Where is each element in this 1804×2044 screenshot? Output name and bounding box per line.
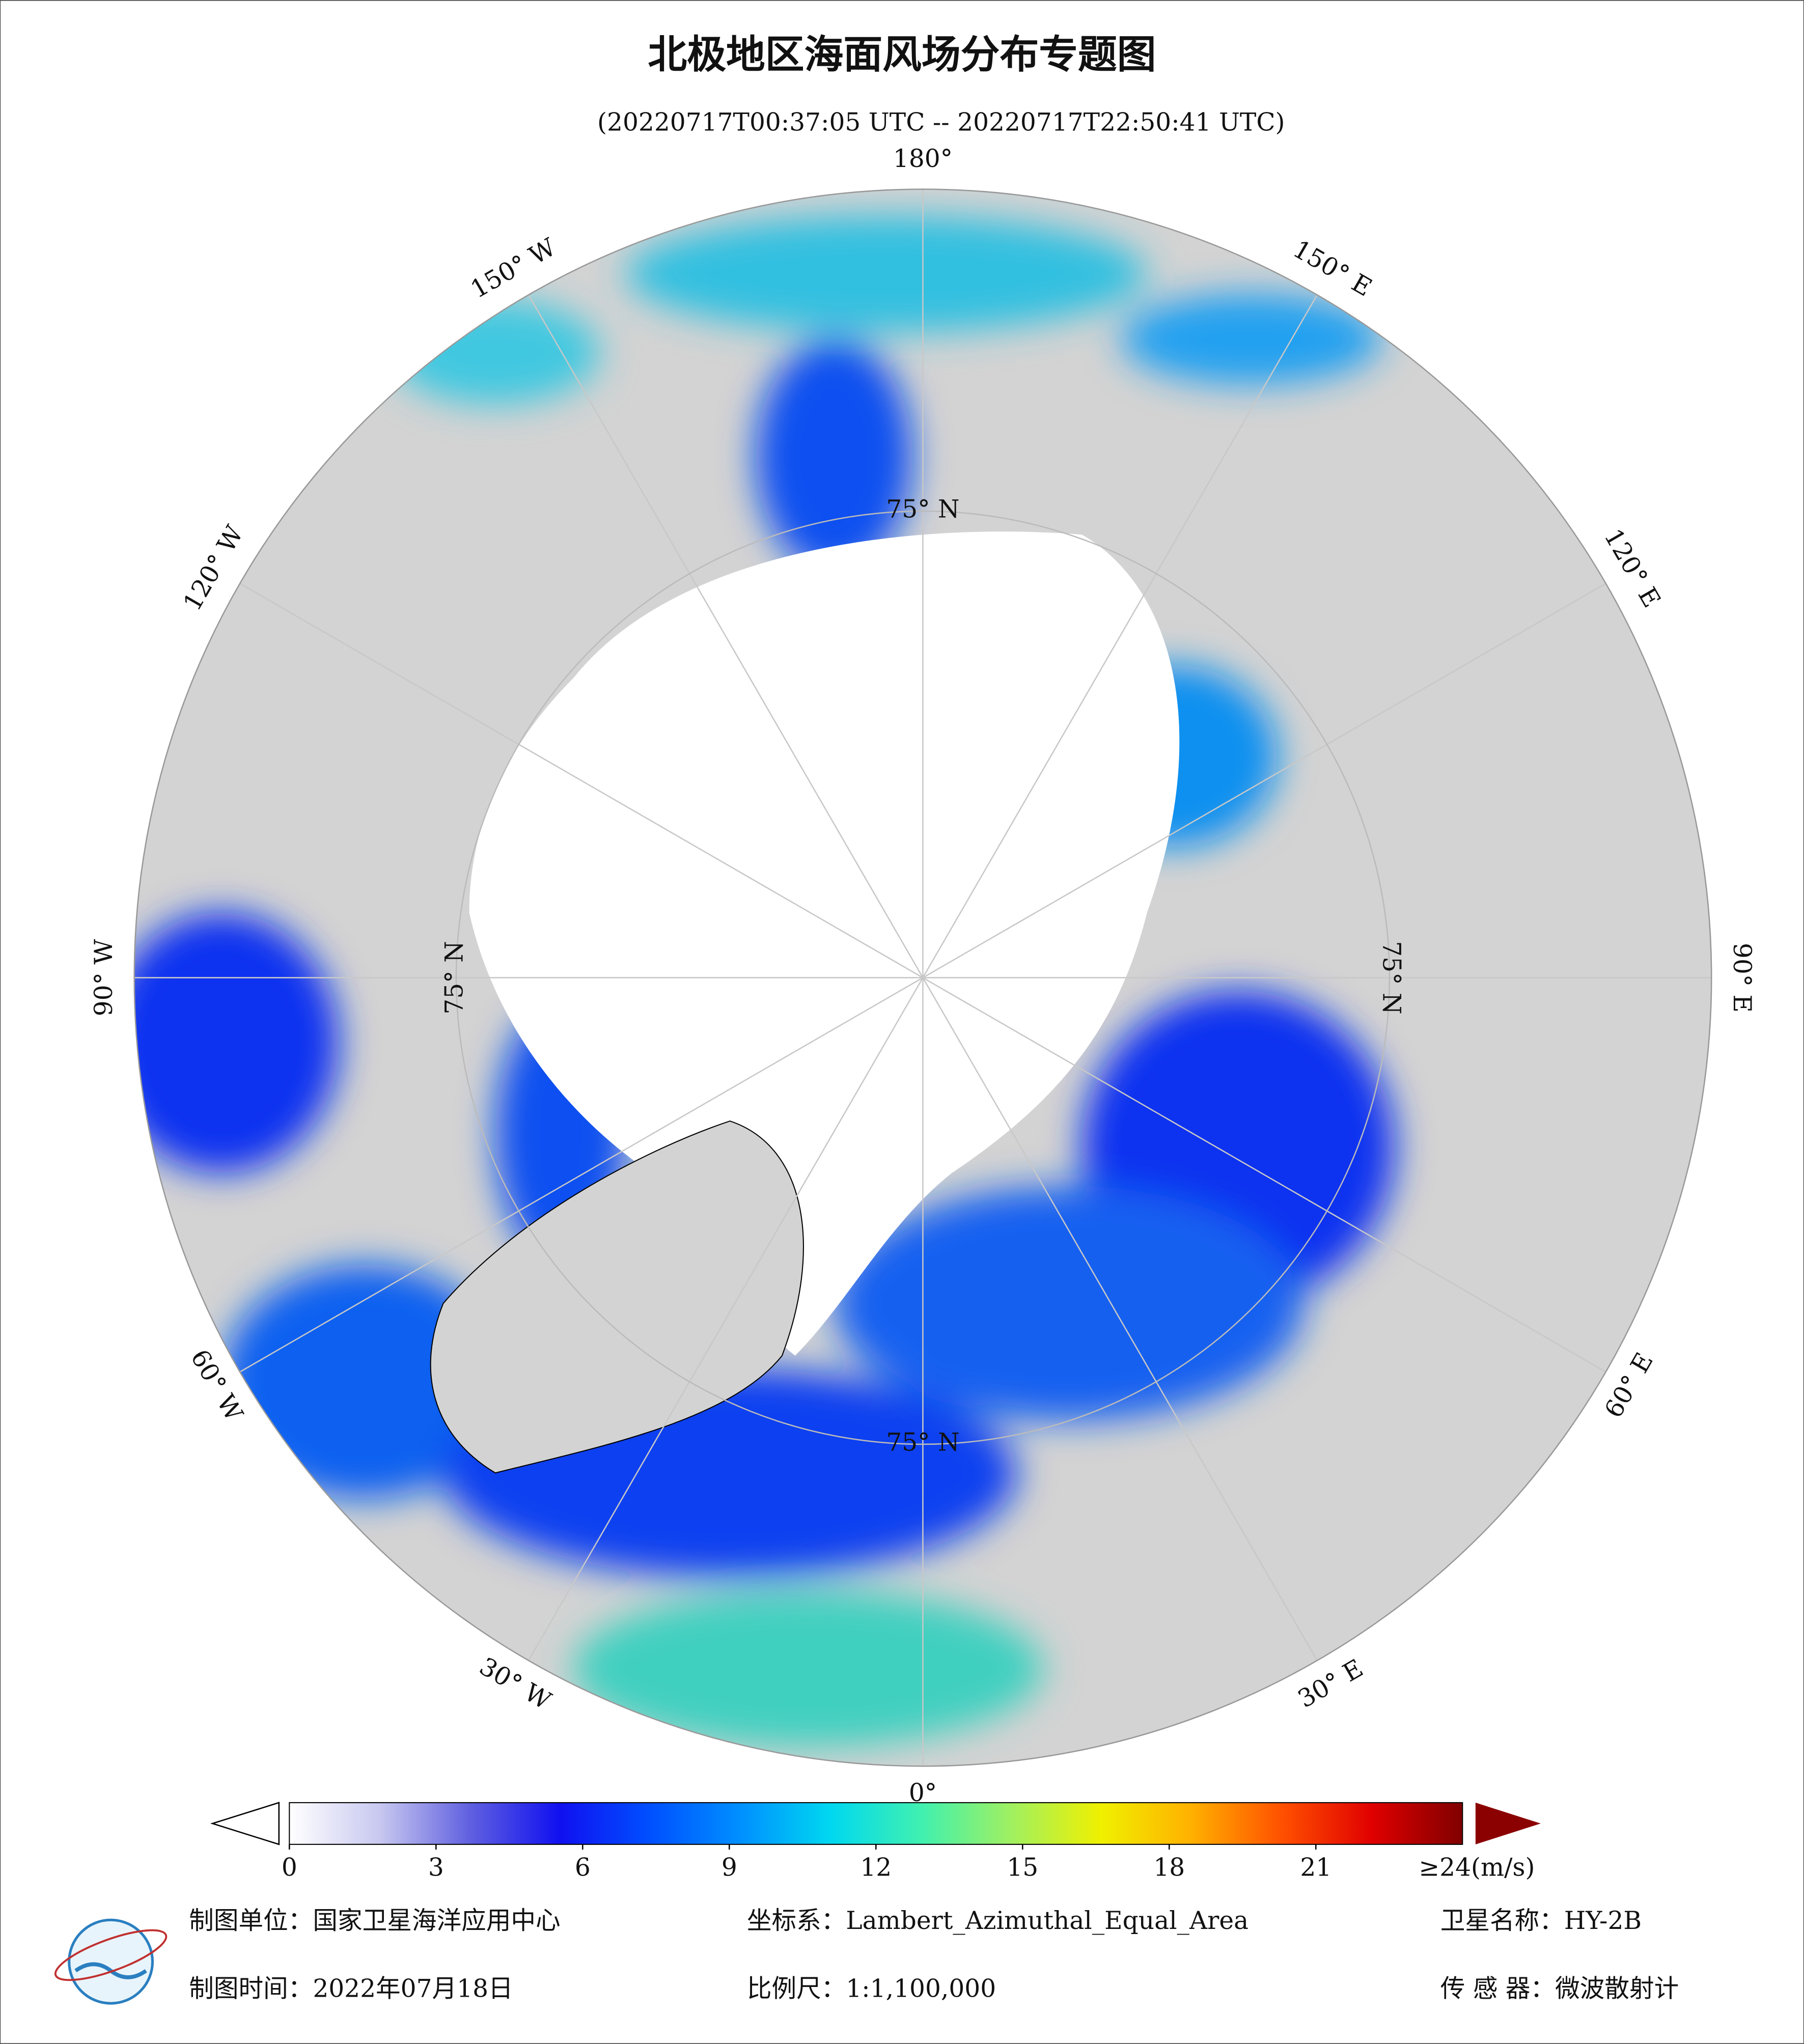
colorbar-min-arrow <box>210 1802 280 1845</box>
colorbar-ramp <box>289 1802 1463 1845</box>
colorbar-tick-label: 3 <box>428 1853 444 1882</box>
longitude-label: 90° E <box>1728 943 1756 1013</box>
colorbar-max-arrow <box>1475 1802 1541 1844</box>
colorbar-tick-label: 12 <box>860 1853 892 1882</box>
subtitle: (20220717T00:37:05 UTC -- 20220717T22:50… <box>597 108 1285 136</box>
map-border <box>133 188 1712 1767</box>
footer-satellite: 卫星名称：HY-2B <box>1440 1907 1642 1935</box>
colorbar-tick-label: 0 <box>282 1853 297 1882</box>
meridian <box>528 977 924 1661</box>
meridian <box>922 977 1318 1661</box>
title: 北极地区海面风场分布专题图 <box>648 33 1156 78</box>
sea-ice <box>469 531 1180 1356</box>
longitude-label: 90° W <box>90 939 118 1017</box>
footer-date: 制图时间：2022年07月18日 <box>189 1974 513 2003</box>
colorbar: 0 3 6 9 12 15 18 21 ≥24(m/s) <box>210 1802 1541 1882</box>
meridian <box>922 977 1606 1373</box>
logo <box>54 1918 168 2005</box>
latitude-labels: 75° N 75° N 75° N 75° N <box>440 495 1405 1457</box>
colorbar-max-label: ≥24(m/s) <box>1419 1853 1535 1882</box>
meridian <box>922 582 1606 978</box>
map <box>134 189 1712 1767</box>
latitude-label: 75° N <box>886 495 959 523</box>
colorbar-tick-label: 15 <box>1007 1853 1038 1882</box>
latitude-label: 75° N <box>1377 941 1405 1014</box>
meridian <box>922 294 1318 978</box>
latitude-circle <box>455 510 1391 1445</box>
colorbar-tick-label: 6 <box>575 1853 591 1882</box>
greenland <box>430 1120 804 1474</box>
meridian <box>239 582 924 978</box>
latitude-label: 75° N <box>886 1428 959 1457</box>
footer-sensor: 传 感 器：微波散射计 <box>1440 1974 1679 2003</box>
meridian <box>528 294 924 978</box>
longitude-label: 180° <box>893 145 953 173</box>
footer-unit: 制图单位：国家卫星海洋应用中心 <box>189 1907 560 1935</box>
latitude-label: 75° N <box>440 941 468 1014</box>
colorbar-tick-label: 18 <box>1153 1853 1185 1882</box>
graticule <box>134 189 1712 1767</box>
colorbar-tick-label: 9 <box>721 1853 737 1882</box>
colorbar-tick-label: 21 <box>1300 1853 1331 1882</box>
meridian <box>239 977 924 1373</box>
footer-projection: 坐标系：Lambert_Azimuthal_Equal_Area <box>747 1907 1248 1935</box>
footer-scale: 比例尺：1:1,100,000 <box>747 1974 996 2003</box>
